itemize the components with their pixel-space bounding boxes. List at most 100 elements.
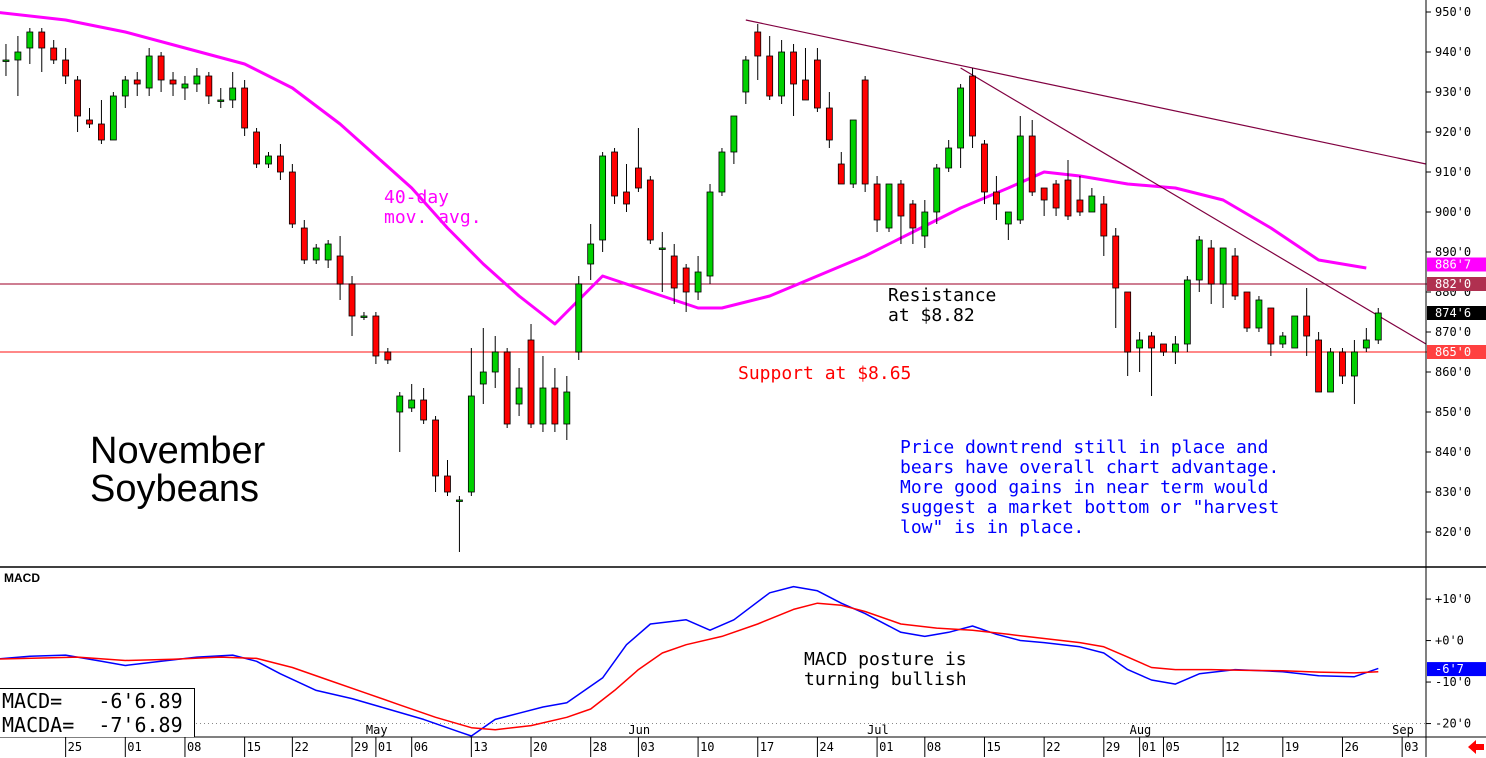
- x-tick-label: 25: [68, 740, 82, 754]
- candle-body: [444, 475, 451, 493]
- candle: [1160, 343, 1167, 356]
- x-tick-label: 01: [127, 740, 141, 754]
- candle: [1124, 291, 1132, 376]
- candle: [873, 176, 881, 232]
- candle: [1172, 336, 1179, 364]
- candle-body: [658, 247, 666, 250]
- moving-average-line: [0, 11, 1367, 326]
- candle-body: [1004, 211, 1012, 225]
- candle-body: [420, 399, 428, 421]
- candle: [133, 72, 141, 96]
- candle: [1100, 196, 1108, 256]
- axis-labels-layer: 950'0940'0930'0920'0910'0900'0890'0880'0…: [65, 5, 1471, 757]
- month-label: Jun: [628, 723, 650, 737]
- candle: [754, 24, 762, 80]
- macd-readout: MACD= -6'6.89: [2, 689, 183, 713]
- candle-body: [933, 167, 941, 213]
- chart-title: November Soybeans: [90, 430, 266, 510]
- candle-body: [1231, 255, 1239, 297]
- candle-body: [611, 151, 618, 197]
- candle: [62, 48, 70, 84]
- candle: [957, 84, 965, 168]
- candle: [491, 336, 499, 388]
- candle-body: [277, 155, 284, 173]
- candle-body: [718, 151, 726, 193]
- price-tags-layer: 886'7 882'0 874'6 865'0 -6'7: [1427, 257, 1486, 677]
- candle: [74, 76, 81, 132]
- candle: [1255, 296, 1263, 332]
- candle-body: [38, 31, 46, 49]
- candle-body: [372, 315, 380, 357]
- resistance-label: Resistance at $8.82: [888, 285, 997, 326]
- candle: [909, 200, 917, 244]
- candle-body: [1112, 235, 1120, 289]
- candle: [26, 28, 34, 64]
- candle-body: [682, 267, 690, 293]
- candle: [635, 128, 642, 192]
- month-label: Sep: [1392, 723, 1414, 737]
- candle: [277, 144, 284, 180]
- candle: [372, 312, 380, 364]
- candle-body: [1016, 135, 1024, 221]
- candle: [14, 36, 22, 96]
- y-tick-label: 820'0: [1435, 525, 1471, 539]
- candle: [265, 152, 272, 168]
- y-tick-label: 850'0: [1435, 405, 1471, 419]
- y-tick-label: 890'0: [1435, 245, 1471, 259]
- candle-body: [50, 47, 58, 61]
- candle: [1040, 187, 1048, 216]
- candle: [109, 92, 117, 141]
- x-tick-label: 22: [1046, 740, 1060, 754]
- price-tag-bg: [1427, 257, 1486, 272]
- y-tick-label: 830'0: [1435, 485, 1471, 499]
- candle-body: [336, 255, 344, 285]
- x-tick-label: 08: [187, 740, 201, 754]
- back-arrow-icon[interactable]: [1466, 738, 1486, 756]
- candle: [396, 392, 404, 452]
- candle-body: [86, 119, 93, 125]
- candle-body: [957, 87, 965, 149]
- y-tick-label: 840'0: [1435, 445, 1471, 459]
- candle: [444, 460, 451, 496]
- candle-body: [1339, 351, 1346, 377]
- candle-body: [491, 351, 499, 373]
- candle-body: [312, 247, 320, 261]
- month-label: Aug: [1130, 723, 1152, 737]
- candle-body: [1267, 307, 1275, 345]
- candle-body: [575, 283, 583, 353]
- candle: [825, 92, 833, 148]
- candle: [360, 312, 368, 320]
- candle-body: [1160, 343, 1167, 353]
- macd-panel-title: MACD: [4, 571, 40, 585]
- candle: [50, 40, 58, 64]
- x-tick-label: 29: [1106, 740, 1120, 754]
- candle-body: [1315, 339, 1323, 393]
- candle-body: [432, 419, 439, 477]
- x-tick-label: 06: [414, 740, 428, 754]
- macd-lines-layer: [0, 585, 1379, 737]
- candle: [1219, 247, 1227, 308]
- candle-body: [300, 227, 308, 261]
- x-tick-label: 01: [378, 740, 392, 754]
- candle-body: [587, 243, 595, 265]
- candle-body: [515, 387, 523, 405]
- candle: [1291, 315, 1299, 349]
- y-tick-label: 910'0: [1435, 165, 1471, 179]
- x-tick-label: 03: [1404, 740, 1418, 754]
- candle-body: [849, 119, 857, 185]
- candle-body: [503, 351, 511, 425]
- candle-body: [408, 399, 416, 409]
- candle: [38, 28, 46, 72]
- candle-body: [981, 143, 988, 193]
- candle-body: [909, 203, 917, 229]
- candle: [539, 356, 547, 432]
- candle: [1016, 116, 1024, 224]
- candle-body: [360, 315, 368, 318]
- y-tick-label: 920'0: [1435, 125, 1471, 139]
- price-tag: 886'7: [1427, 257, 1486, 272]
- candle: [1183, 276, 1191, 352]
- candle: [1028, 120, 1036, 196]
- candle-body: [694, 271, 702, 293]
- candle-body: [1088, 195, 1096, 213]
